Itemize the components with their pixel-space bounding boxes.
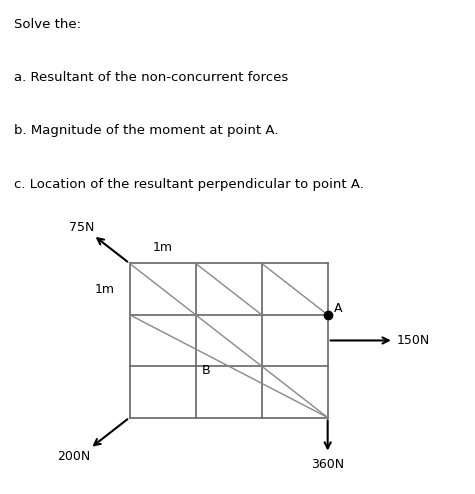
Text: A: A bbox=[334, 302, 343, 315]
Text: 200N: 200N bbox=[57, 450, 90, 462]
Text: 150N: 150N bbox=[397, 334, 430, 347]
Text: Solve the:: Solve the: bbox=[14, 18, 81, 31]
Text: c. Location of the resultant perpendicular to point A.: c. Location of the resultant perpendicul… bbox=[14, 178, 364, 191]
Text: 1m: 1m bbox=[95, 283, 115, 295]
Text: 360N: 360N bbox=[311, 458, 344, 471]
Text: 1m: 1m bbox=[152, 241, 172, 254]
Text: a. Resultant of the non-concurrent forces: a. Resultant of the non-concurrent force… bbox=[14, 71, 288, 84]
Text: 75N: 75N bbox=[69, 221, 95, 234]
Text: B: B bbox=[202, 364, 211, 377]
Text: b. Magnitude of the moment at point A.: b. Magnitude of the moment at point A. bbox=[14, 124, 279, 137]
